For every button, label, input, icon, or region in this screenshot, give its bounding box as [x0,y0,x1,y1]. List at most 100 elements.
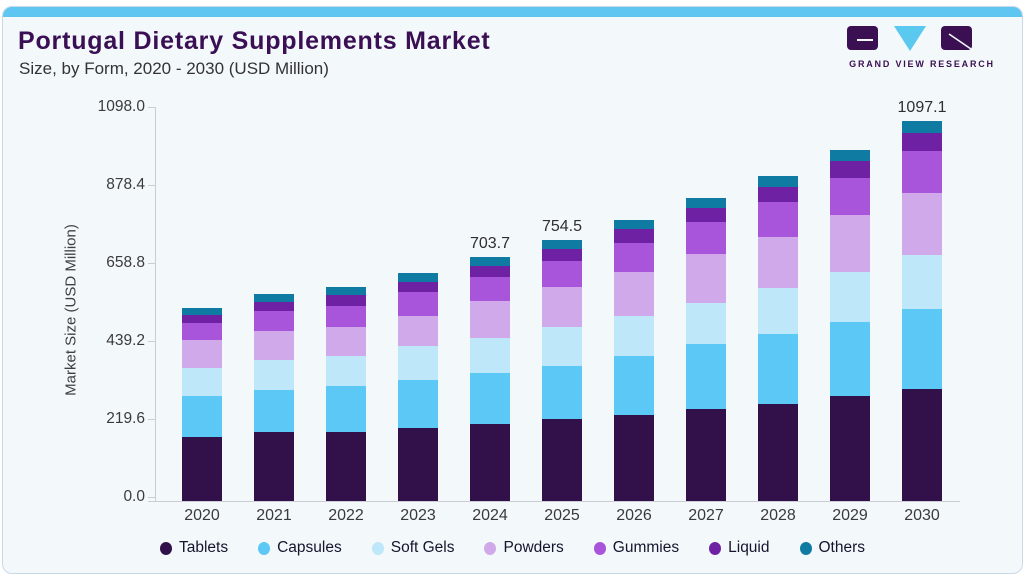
bar-segment-gummies [470,277,510,302]
x-tick-label: 2021 [256,507,292,524]
y-axis-title: Market Size (USD Million) [62,224,80,396]
bar-2025 [542,239,582,501]
y-tick-label: 878.4 [106,176,145,193]
bar-segment-capsules [542,365,582,419]
bar-2024 [470,257,510,501]
legend-dot [593,541,606,555]
legend-dot [484,541,497,555]
chart-subtitle: Size, by Form, 2020 - 2030 (USD Million) [19,59,329,78]
bar-segment-liquid [326,295,366,307]
y-tick-mark [148,497,155,498]
bar-segment-liquid [902,132,942,152]
bar-segment-tablets [326,432,366,501]
bar-segment-powders [902,192,942,255]
bar-value-annotation: 754.5 [541,217,583,235]
bar-segment-powders [830,214,870,272]
bar-segment-capsules [182,395,222,437]
legend-item-others: Others [799,539,866,557]
bar-2028 [758,175,798,501]
bar-segment-powders [758,236,798,288]
bar-2030 [902,121,942,501]
bar-segment-gummies [254,310,294,331]
bar-segment-liquid [686,207,726,223]
bar-2021 [254,293,294,501]
legend-item-liquid: Liquid [709,539,770,557]
bar-segment-capsules [398,379,438,429]
y-tick-mark [148,107,155,108]
legend-item-powders: Powders [484,539,564,557]
y-axis-line [155,107,156,502]
bar-segment-powders [614,271,654,316]
legend-label: Tablets [178,539,229,556]
bar-segment-soft-gels [902,254,942,309]
y-tick-mark [148,419,155,420]
y-tick-mark [148,185,155,186]
bar-value-annotation: 1097.1 [897,99,947,117]
bar-segment-others [542,239,582,249]
legend-item-soft-gels: Soft Gels [371,539,455,557]
bar-segment-tablets [254,432,294,501]
bar-value-annotation: 703.7 [469,235,511,253]
x-tick-label: 2022 [328,507,364,524]
legend-label: Capsules [277,539,342,556]
legend-label: Powders [503,539,564,556]
bar-segment-others [182,308,222,316]
y-tick-label: 219.6 [106,410,145,427]
x-tick-label: 2025 [544,507,580,524]
legend: Tablets Capsules Soft Gels Powders Gummies Li… [0,537,1025,559]
logo-v-triangle [894,26,926,51]
bar-segment-liquid [254,301,294,311]
bar-segment-gummies [902,151,942,193]
legend-label: Others [818,539,866,556]
y-tick-label: 439.2 [106,332,145,349]
x-axis-line [148,501,960,502]
bar-segment-soft-gels [614,316,654,356]
bar-segment-tablets [398,428,438,501]
bar-segment-capsules [758,334,798,404]
legend-item-capsules: Capsules [258,539,342,557]
bar-segment-capsules [686,343,726,409]
bar-segment-gummies [398,292,438,316]
bar-segment-gummies [542,260,582,288]
logo-r-stroke [948,33,972,50]
bar-segment-gummies [758,201,798,237]
legend-label: Soft Gels [390,539,455,556]
bar-segment-capsules [830,321,870,397]
y-tick-label: 0.0 [123,488,145,505]
y-tick-mark [148,263,155,264]
legend-item-tablets: Tablets [159,539,229,557]
bar-segment-tablets [182,436,222,501]
bar-segment-others [758,175,798,187]
bar-segment-powders [326,326,366,357]
bar-segment-powders [182,340,222,368]
bar-2023 [398,272,438,501]
bar-segment-tablets [902,389,942,501]
legend-dot [799,541,812,555]
legend-dot [258,541,271,555]
bar-segment-liquid [398,281,438,293]
bar-2029 [830,150,870,501]
bar-segment-liquid [182,315,222,324]
bar-2020 [182,308,222,501]
grand-view-research-logo: GRAND VIEW RESEARCH [847,26,993,69]
legend-dot [159,541,172,555]
y-tick-label: 658.8 [106,254,145,271]
bar-segment-others [326,287,366,296]
bar-segment-others [470,257,510,267]
bar-segment-liquid [830,160,870,178]
bar-segment-others [902,121,942,133]
x-tick-label: 2026 [616,507,652,524]
bar-segment-tablets [542,418,582,501]
bar-segment-gummies [614,242,654,272]
bar-segment-soft-gels [830,271,870,322]
bar-segment-soft-gels [326,356,366,387]
bar-segment-powders [254,330,294,360]
bar-segment-tablets [758,403,798,501]
x-tick-label: 2020 [184,507,220,524]
legend-dot [371,541,384,555]
x-tick-label: 2029 [832,507,868,524]
bar-segment-capsules [614,355,654,415]
bar-segment-soft-gels [470,337,510,373]
bar-segment-tablets [470,423,510,501]
